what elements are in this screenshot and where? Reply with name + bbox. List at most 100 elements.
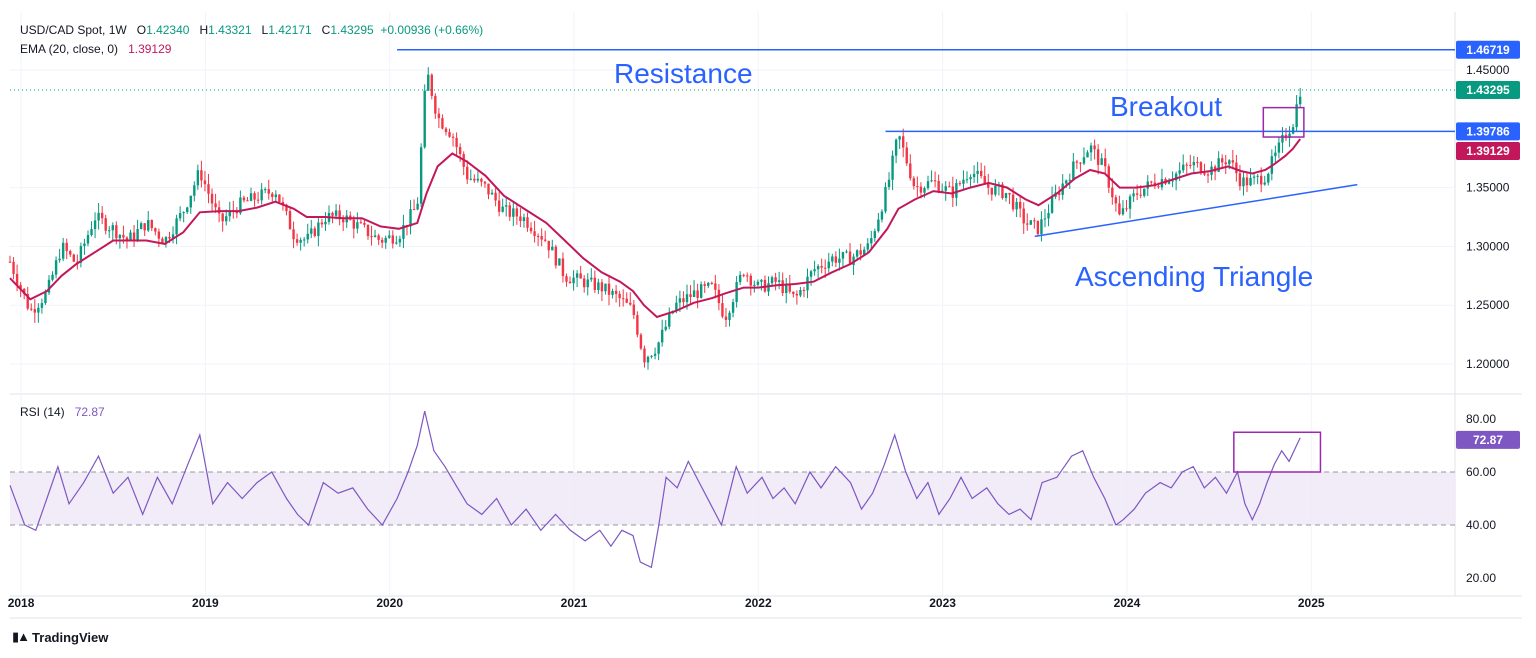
- candle-body: [295, 239, 299, 243]
- candle-body: [866, 243, 869, 250]
- ema-20-line: [9, 138, 1301, 319]
- candle-body: [848, 251, 852, 266]
- candle-body: [547, 240, 550, 251]
- candle-body: [150, 219, 153, 229]
- candle-body: [781, 280, 784, 294]
- candle-body: [83, 243, 86, 247]
- candle-body: [551, 246, 554, 251]
- candle-body: [969, 177, 972, 180]
- candle-body: [86, 235, 90, 244]
- candle-body: [827, 261, 830, 269]
- candle-body: [19, 284, 22, 289]
- last-price-badge-bg: [1456, 81, 1520, 100]
- candle-body: [770, 277, 774, 284]
- candle-body: [696, 290, 699, 298]
- last-price-badge: 1.43295: [1466, 83, 1510, 97]
- candle-body: [540, 236, 543, 240]
- candle-body: [306, 233, 309, 240]
- candle-body: [1011, 194, 1015, 210]
- candle-body: [178, 213, 182, 219]
- tradingview-logo[interactable]: ▮▲ TradingView: [12, 629, 108, 645]
- candle-body: [1100, 158, 1103, 165]
- candle-body: [182, 212, 185, 214]
- candle-body: [643, 348, 646, 363]
- candle-body: [487, 183, 490, 195]
- candle-body: [278, 194, 281, 202]
- candle-body: [1228, 160, 1231, 165]
- candle-body: [653, 353, 657, 356]
- candle-body: [175, 218, 178, 235]
- resistance-price-badge-bg: [1456, 40, 1520, 59]
- candle-body: [1217, 158, 1220, 172]
- candle-body: [189, 195, 192, 208]
- time-tick-label: 2021: [561, 596, 588, 610]
- candle-body: [441, 118, 444, 129]
- symbol-title[interactable]: USD/CAD Spot, 1W: [20, 23, 127, 37]
- candle-body: [1008, 192, 1011, 195]
- candle-body: [926, 181, 930, 189]
- price-tick-label: 1.45000: [1466, 63, 1510, 77]
- candle-body: [434, 95, 437, 114]
- candle-body: [15, 273, 19, 285]
- candle-body: [905, 147, 908, 164]
- candle-body: [292, 229, 295, 240]
- candle-body: [735, 281, 738, 303]
- candle-body: [30, 308, 33, 310]
- candle-body: [100, 212, 104, 219]
- candle-body: [873, 231, 877, 239]
- ema-header[interactable]: EMA (20, close, 0) 1.39129: [20, 42, 171, 56]
- candle-body: [317, 222, 320, 237]
- candle-body: [948, 186, 951, 188]
- candle-body: [129, 232, 132, 241]
- candle-body: [1043, 218, 1047, 220]
- candle-body: [1111, 187, 1114, 198]
- rsi-header[interactable]: RSI (14) 72.87: [20, 405, 105, 419]
- candle-body: [1249, 177, 1252, 186]
- candle-body: [767, 283, 770, 292]
- candle-body: [983, 176, 986, 184]
- candle-body: [707, 282, 710, 286]
- candle-body: [271, 193, 274, 198]
- candle-body: [1189, 164, 1192, 166]
- candle-body: [122, 234, 125, 238]
- candle-body: [473, 178, 476, 181]
- candle-body: [494, 192, 497, 201]
- candle-body: [809, 271, 813, 277]
- candle-body: [104, 218, 107, 231]
- candle-body: [972, 173, 976, 178]
- candle-body: [423, 90, 426, 148]
- candle-body: [1068, 179, 1071, 181]
- candle-body: [505, 205, 508, 207]
- time-tick-label: 2023: [929, 596, 956, 610]
- candle-body: [760, 279, 763, 282]
- candle-body: [1298, 96, 1302, 105]
- ema-price-badge: 1.39129: [1466, 144, 1510, 158]
- candle-body: [629, 302, 632, 305]
- candle-body: [320, 222, 324, 225]
- candle-body: [529, 227, 533, 232]
- candle-body: [880, 211, 884, 220]
- candle-body: [483, 181, 487, 184]
- candle-body: [933, 180, 937, 182]
- candle-body: [444, 128, 448, 133]
- candle-body: [870, 238, 873, 244]
- candle-body: [1004, 192, 1008, 199]
- candle-body: [1224, 162, 1227, 165]
- candle-body: [235, 211, 239, 214]
- candle-body: [313, 228, 317, 237]
- candle-body: [154, 228, 157, 232]
- candlesticks: [8, 67, 1302, 370]
- candle-body: [168, 236, 171, 239]
- candle-body: [590, 277, 593, 280]
- candle-body: [838, 258, 841, 263]
- candle-body: [51, 274, 54, 280]
- candle-body: [1245, 177, 1249, 186]
- candle-body: [675, 302, 678, 312]
- candle-body: [894, 139, 898, 156]
- candle-body: [650, 355, 653, 357]
- candle-body: [604, 283, 607, 292]
- candle-body: [1057, 192, 1061, 195]
- rsi-value-badge-bg: [1456, 430, 1520, 449]
- candle-body: [26, 294, 29, 309]
